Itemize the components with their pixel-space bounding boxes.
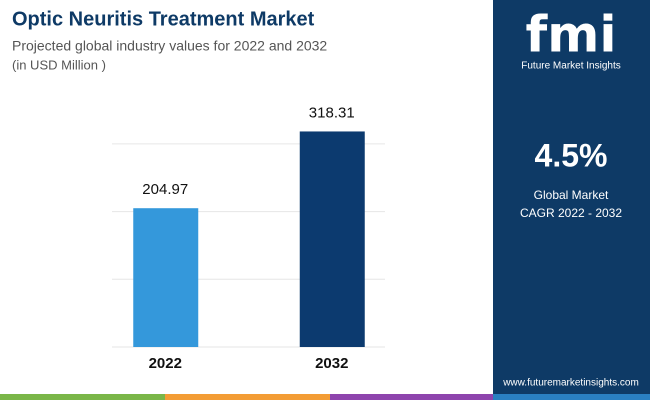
bar [299,131,365,347]
sidebar [493,0,650,394]
x-tick-label: 2032 [315,355,348,372]
value-label: 318.31 [309,104,355,121]
strip [0,394,165,400]
url: www.futuremarketinsights.com [502,378,639,389]
subtitle: Projected global industry values for 202… [12,38,327,54]
brand: Future Market Insights [521,61,620,72]
value-label: 204.97 [142,181,188,198]
x-tick-label: 2022 [149,355,182,372]
cagr-label: Global Market [534,188,609,202]
unit-note: (in USD Million ) [12,57,106,72]
cagr: 4.5% [535,137,608,173]
strip [165,394,330,400]
cagr-label: CAGR 2022 - 2032 [520,206,622,220]
chart-title: Optic Neuritis Treatment Market [12,8,315,30]
bar [133,208,199,347]
strip [493,394,650,400]
strip [330,394,493,400]
logo: fmi [526,6,617,64]
